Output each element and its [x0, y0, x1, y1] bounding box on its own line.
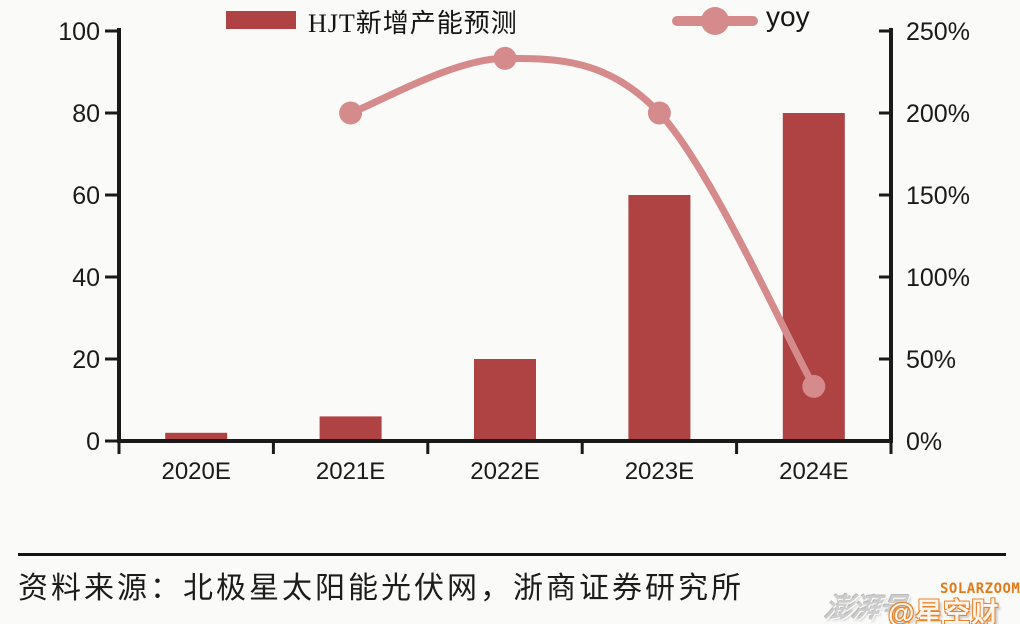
right-axis-tick-label: 150% — [906, 182, 970, 210]
x-axis-category-label: 2022E — [470, 458, 539, 485]
account-watermark: @星空财富 — [888, 598, 1000, 624]
yoy-line — [347, 54, 818, 390]
yoy-marker — [647, 101, 671, 125]
x-axis-category-label: 2023E — [625, 458, 694, 485]
legend-bar-label: HJT新增产能预测 — [308, 9, 518, 38]
yoy-marker — [339, 101, 363, 125]
legend-line-dot-icon — [701, 7, 729, 35]
legend-line-label: yoy — [766, 1, 810, 32]
left-axis-tick-label: 100 — [58, 18, 100, 46]
right-axis-tick-label: 200% — [906, 100, 970, 128]
x-axis-category-label: 2020E — [161, 458, 230, 485]
bar-2022E — [474, 359, 536, 441]
left-axis-tick-label: 20 — [72, 346, 100, 374]
bar-2021E — [319, 416, 382, 441]
right-axis-tick-label: 0% — [906, 428, 942, 456]
legend-bar-swatch — [226, 11, 296, 29]
bar-2023E — [628, 195, 691, 441]
legend: HJT新增产能预测 yoy — [0, 0, 1020, 46]
solarzoom-logo: SOLARZOOM — [940, 581, 1020, 597]
left-axis-tick-label: 80 — [72, 100, 100, 128]
combo-chart: 0 20 40 60 80 100 0% 50% 100% 150% 200% 250% 2020E 20… — [58, 18, 970, 485]
source-text: 资料来源：北极星太阳能光伏网，浙商证券研究所 — [18, 572, 744, 605]
bar-2020E — [165, 432, 228, 441]
left-axis-tick-label: 0 — [86, 428, 100, 456]
x-axis-category-label: 2021E — [316, 458, 385, 485]
separator-line — [18, 553, 1006, 556]
right-axis-tick-label: 50% — [906, 346, 956, 374]
left-axis-tick-label: 60 — [72, 182, 100, 210]
right-axis-tick-label: 100% — [906, 264, 970, 292]
x-axis-category-label: 2024E — [779, 458, 848, 485]
right-axis-tick-label: 250% — [906, 18, 970, 46]
yoy-marker — [493, 46, 517, 70]
left-axis-tick-label: 40 — [72, 264, 100, 292]
yoy-marker — [802, 374, 826, 398]
